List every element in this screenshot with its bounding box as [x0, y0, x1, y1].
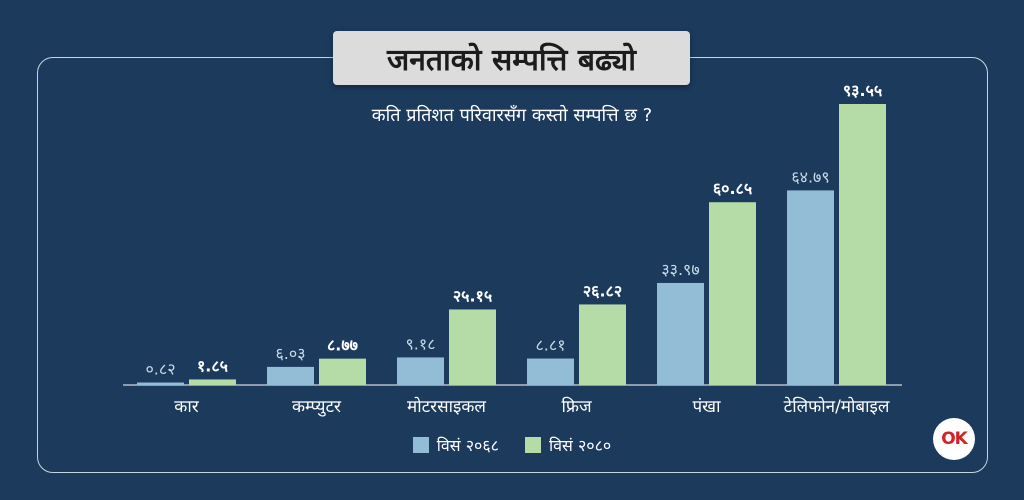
- x-tick-label-0: कार: [174, 397, 199, 417]
- data-label-s1-3: २६.८२: [583, 281, 622, 300]
- bar-s0-3: [527, 358, 574, 385]
- legend-item-2068: विसं २०६८: [412, 434, 499, 456]
- bar-s1-1: [319, 358, 366, 385]
- legend: विसं २०६८ विसं २०८०: [0, 434, 1024, 456]
- bar-s1-4: [709, 202, 756, 385]
- bar-s1-0: [189, 379, 236, 385]
- x-tick-label-4: पंखा: [693, 397, 722, 417]
- page-title-text: जनताको सम्पत्ति बढ्यो: [386, 42, 636, 78]
- data-label-s0-5: ६४.७९: [791, 167, 829, 186]
- data-label-s1-2: २५.१५: [453, 286, 492, 305]
- bar-s0-4: [657, 282, 704, 385]
- data-label-s1-4: ६०.८५: [713, 179, 752, 198]
- bar-s1-2: [449, 309, 496, 385]
- logo-text: OK: [941, 429, 968, 449]
- bar-s0-0: [137, 382, 184, 385]
- page-title: जनताको सम्पत्ति बढ्यो: [333, 31, 690, 85]
- x-tick-label-3: फ्रिज: [561, 396, 592, 417]
- data-label-s0-2: ९.१८: [405, 334, 435, 353]
- legend-swatch-2068: [412, 437, 429, 453]
- data-label-s1-5: ९३.५५: [843, 81, 882, 100]
- data-label-s1-1: ८.७७: [327, 336, 358, 355]
- legend-item-2080: विसं २०८०: [525, 434, 611, 456]
- x-tick-label-2: मोटरसाइकल: [407, 396, 486, 417]
- bar-s0-2: [397, 357, 444, 385]
- legend-swatch-2080: [525, 437, 541, 453]
- bar-s1-5: [839, 104, 886, 385]
- chart-subtitle: कति प्रतिशत परिवारसँग कस्तो सम्पत्ति छ ?: [371, 105, 653, 126]
- bar-s1-3: [579, 304, 626, 385]
- data-label-s0-4: ३३.९७: [661, 260, 699, 279]
- x-tick-label-5: टेलिफोन/मोबाइल: [784, 396, 890, 417]
- data-label-s0-1: ६.०३: [275, 344, 305, 363]
- bar-s0-1: [267, 366, 314, 385]
- legend-label-2068: विसं २०६८: [436, 436, 499, 455]
- legend-label-2080: विसं २०८०: [549, 436, 612, 455]
- data-label-s1-0: १.८५: [197, 356, 228, 375]
- bar-s0-5: [787, 190, 834, 385]
- data-label-s0-3: ८.८१: [535, 336, 565, 355]
- x-tick-label-1: कम्प्युटर: [292, 397, 342, 417]
- data-label-s0-0: ०.८२: [145, 360, 175, 379]
- onlinekhabar-logo: OK: [933, 418, 975, 460]
